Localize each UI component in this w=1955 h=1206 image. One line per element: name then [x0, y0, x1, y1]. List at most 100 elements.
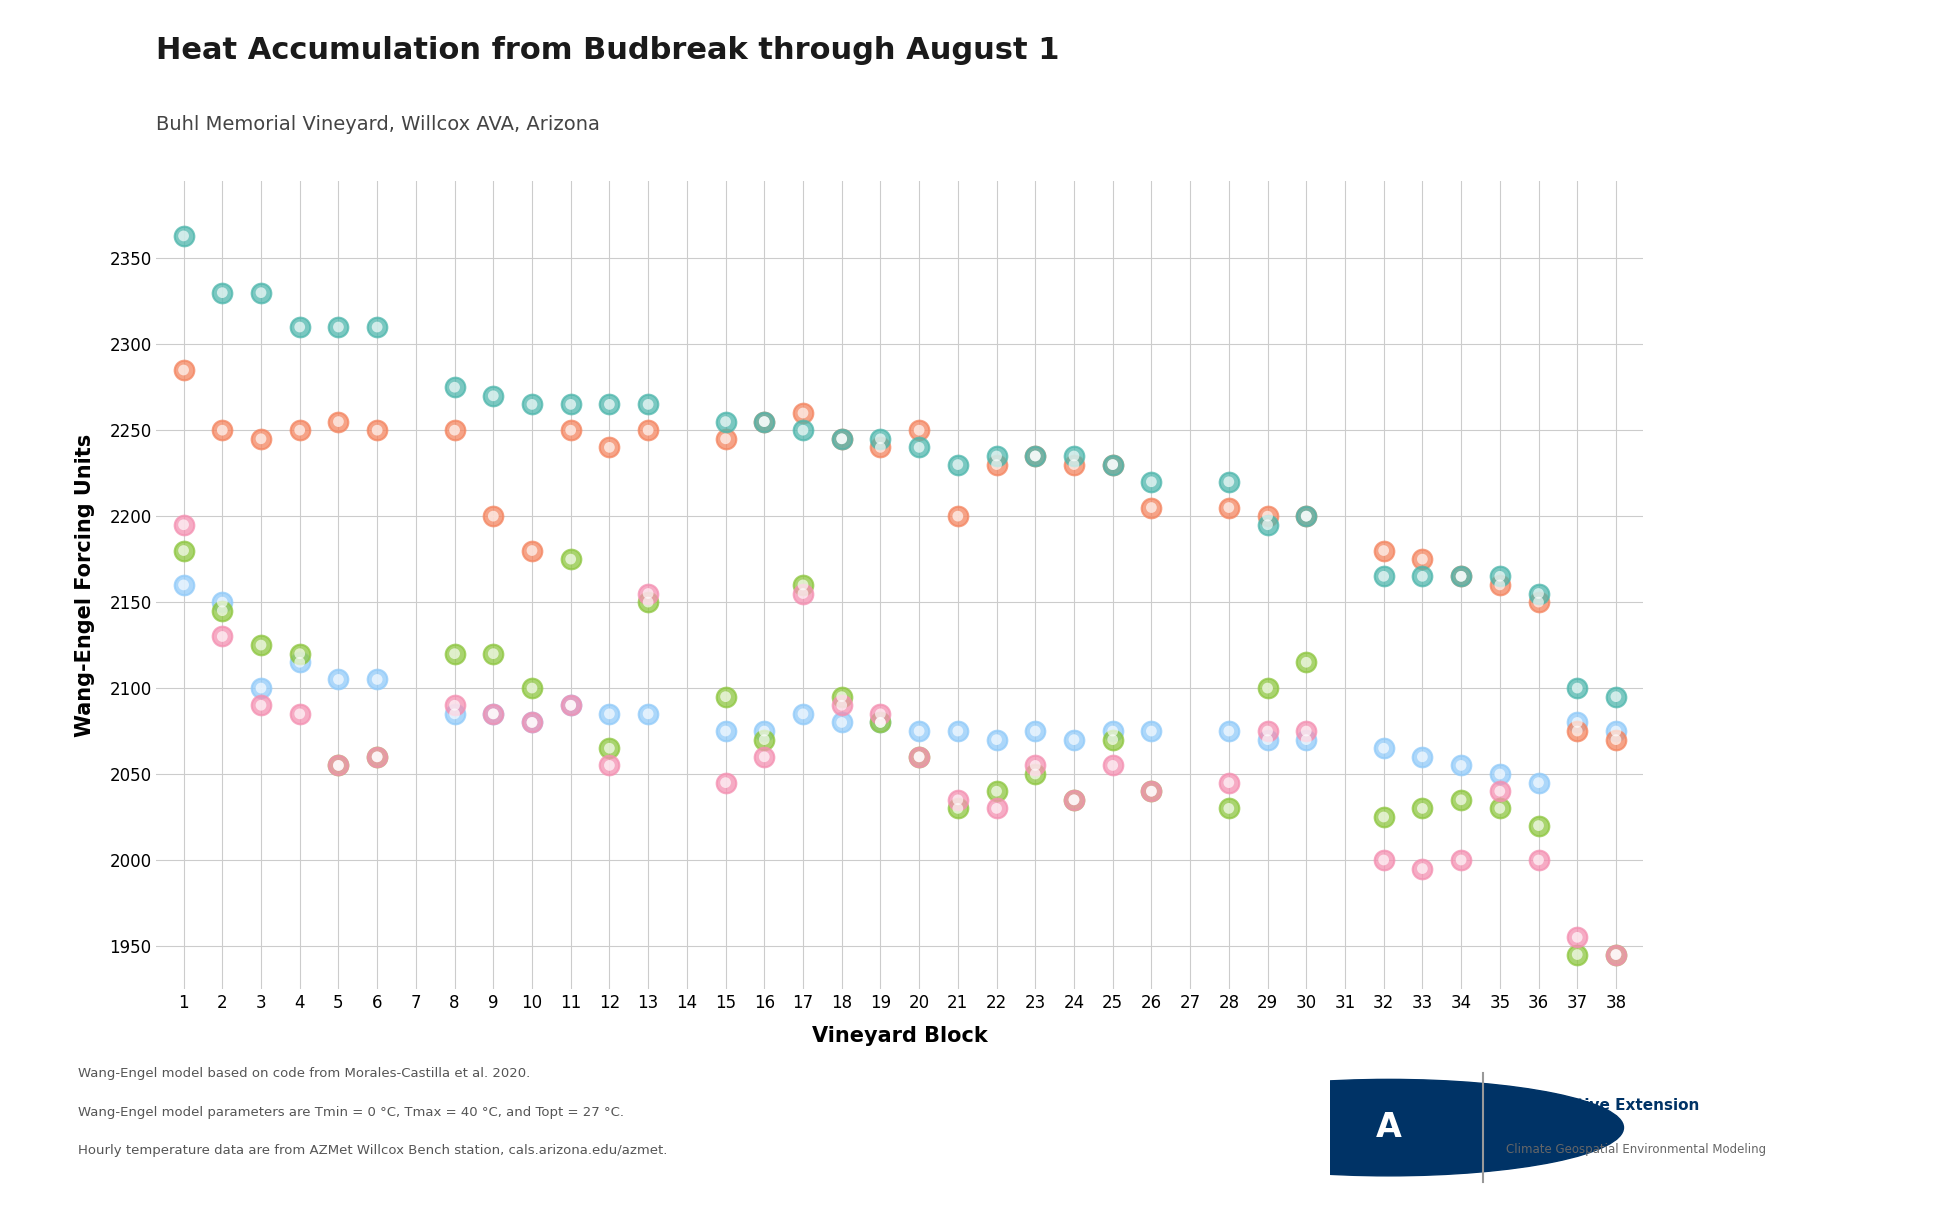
Point — [979, 455, 1011, 474]
Point — [825, 687, 856, 707]
Point — [864, 438, 895, 457]
Point — [1484, 575, 1515, 595]
Point — [749, 412, 780, 432]
Point — [323, 756, 354, 775]
Point — [323, 756, 354, 775]
Point — [1251, 515, 1282, 534]
Point — [1212, 472, 1243, 491]
Point — [1290, 730, 1322, 749]
Point — [516, 679, 547, 698]
Point — [1523, 773, 1554, 792]
Point — [825, 429, 856, 449]
Point — [631, 394, 663, 414]
Point — [825, 429, 856, 449]
Point — [244, 679, 276, 698]
Point — [788, 403, 819, 422]
Point — [749, 412, 780, 432]
Point — [207, 592, 239, 611]
Point — [283, 652, 315, 672]
Point — [555, 696, 586, 715]
Point — [516, 713, 547, 732]
Point — [594, 438, 626, 457]
Point — [555, 394, 586, 414]
Point — [710, 687, 741, 707]
Point — [1560, 713, 1591, 732]
Point — [864, 438, 895, 457]
Point — [864, 713, 895, 732]
Point — [1019, 446, 1050, 466]
Point — [1445, 756, 1476, 775]
Point — [323, 317, 354, 336]
Point — [438, 421, 469, 440]
Point — [477, 704, 508, 724]
Point — [1290, 507, 1322, 526]
Point — [168, 575, 199, 595]
Point — [283, 421, 315, 440]
Point — [516, 713, 547, 732]
Point — [864, 713, 895, 732]
Point — [1212, 721, 1243, 740]
Point — [1097, 730, 1128, 749]
Point — [1484, 575, 1515, 595]
Point — [979, 781, 1011, 801]
Point — [749, 748, 780, 767]
Point — [1251, 507, 1282, 526]
Point — [1484, 798, 1515, 818]
Point — [516, 713, 547, 732]
Point — [1484, 781, 1515, 801]
Point — [1097, 455, 1128, 474]
Point — [1560, 944, 1591, 964]
Point — [1523, 584, 1554, 603]
Point — [1212, 798, 1243, 818]
Point — [1097, 756, 1128, 775]
Point — [555, 421, 586, 440]
Point — [631, 584, 663, 603]
Point — [1560, 679, 1591, 698]
Point — [1406, 798, 1437, 818]
Point — [1136, 781, 1167, 801]
Point — [1058, 790, 1089, 809]
Point — [1406, 748, 1437, 767]
Point — [1136, 781, 1167, 801]
Point — [710, 773, 741, 792]
Point — [1019, 721, 1050, 740]
Point — [1599, 687, 1630, 707]
Point — [516, 679, 547, 698]
Point — [979, 446, 1011, 466]
Point — [168, 575, 199, 595]
Legend: 2021, 2020, 2019, 2018, 2017: 2021, 2020, 2019, 2018, 2017 — [1939, 189, 1955, 474]
Point — [942, 798, 974, 818]
Point — [477, 704, 508, 724]
Point — [477, 704, 508, 724]
Point — [477, 507, 508, 526]
Point — [1523, 850, 1554, 870]
Text: Wang-Engel model based on code from Morales-Castilla et al. 2020.: Wang-Engel model based on code from Mora… — [78, 1067, 530, 1081]
Point — [631, 421, 663, 440]
Point — [942, 455, 974, 474]
Point — [1560, 927, 1591, 947]
Point — [244, 283, 276, 303]
Point — [168, 227, 199, 246]
Point — [516, 540, 547, 560]
Point — [438, 421, 469, 440]
Point — [825, 429, 856, 449]
Point — [362, 317, 393, 336]
Point — [477, 507, 508, 526]
Point — [1019, 765, 1050, 784]
Point — [1560, 721, 1591, 740]
Point — [1290, 721, 1322, 740]
Point — [283, 704, 315, 724]
Point — [1058, 455, 1089, 474]
Point — [1560, 944, 1591, 964]
Point — [903, 421, 934, 440]
Point — [1290, 652, 1322, 672]
Point — [788, 575, 819, 595]
Point — [1058, 790, 1089, 809]
Point — [1599, 944, 1630, 964]
Point — [555, 550, 586, 569]
Point — [710, 773, 741, 792]
Point — [168, 361, 199, 380]
Point — [362, 748, 393, 767]
Point — [631, 592, 663, 611]
Point — [207, 421, 239, 440]
